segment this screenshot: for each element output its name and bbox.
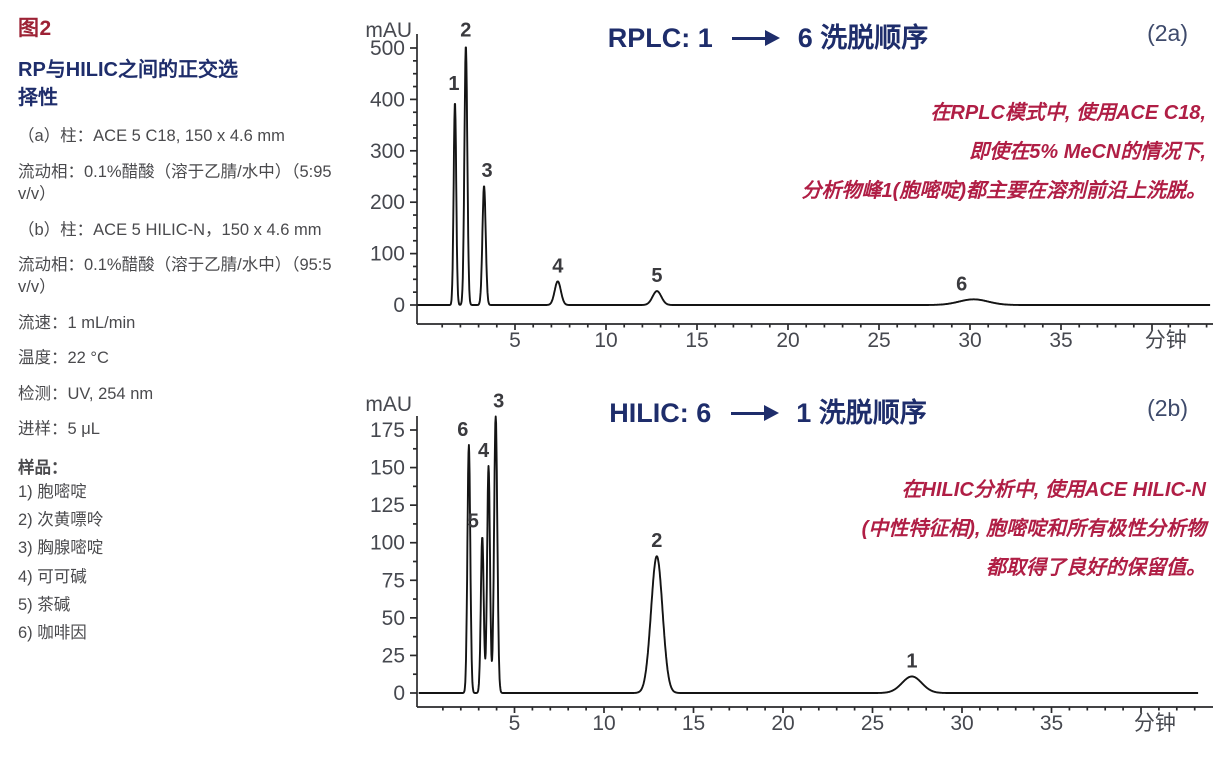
- peak-label: 3: [481, 160, 492, 182]
- annotation-rplc: 在RPLC模式中, 使用ACE C18, 即使在5% MeCN的情况下, 分析物峰1…: [802, 94, 1206, 211]
- y-axis-unit-label: mAU: [365, 19, 412, 42]
- chart-title-suffix: 1 洗脱顺序: [796, 398, 927, 428]
- chromatogram-trace: [417, 46, 1211, 306]
- y-tick-label: 100: [370, 532, 405, 555]
- peak-labels: 6 5 4 3 2 1: [457, 390, 917, 672]
- x-tick-label: 5: [509, 712, 521, 735]
- chart-title-suffix: 6 洗脱顺序: [797, 23, 929, 53]
- x-tick-label: 35: [1040, 712, 1063, 735]
- sample-item: 1) 胞嘧啶: [18, 482, 87, 501]
- figure-label: 图2: [18, 17, 52, 40]
- annotation-hilic: 在HILIC分析中, 使用ACE HILIC-N (中性特征相), 胞嘧啶和所有极…: [862, 471, 1206, 588]
- x-axis-unit-label: 分钟: [1134, 712, 1176, 735]
- chromatogram-plot-rplc: 0 100 200 300 400 500 5 10 15 20 25 30 35 mAU 分钟 1 2 3 4 5 6: [365, 19, 1213, 352]
- arrow-right-icon: [730, 396, 779, 427]
- y-tick-label: 200: [370, 191, 405, 214]
- y-tick-label: 0: [393, 294, 405, 317]
- peak-label: 5: [651, 265, 662, 287]
- panel-label-2a: (2a): [1147, 20, 1188, 46]
- x-tick-label: 30: [950, 712, 973, 735]
- chart-title-rplc: RPLC: 1 6 洗脱顺序: [360, 16, 1176, 58]
- y-tick-label: 50: [382, 607, 405, 630]
- sample-item: 5) 茶碱: [18, 596, 71, 615]
- arrow-right-icon: [732, 21, 781, 52]
- annotation-line: 在HILIC分析中, 使用ACE HILIC-N: [901, 479, 1206, 501]
- y-tick-label: 175: [370, 419, 405, 442]
- chart-title-prefix: RPLC: 1: [607, 23, 713, 53]
- condition-line: （b）柱：ACE 5 HILIC-N，150 x 4.6 mm: [18, 220, 322, 239]
- x-axis-unit-label: 分钟: [1145, 329, 1187, 352]
- x-tick-label: 30: [958, 329, 981, 352]
- peak-label: 1: [906, 650, 917, 672]
- sample-heading: 样品：: [18, 458, 68, 477]
- y-tick-label: 300: [370, 140, 405, 163]
- peak-label: 2: [460, 19, 471, 41]
- chart-title-hilic: HILIC: 6 1 洗脱顺序: [360, 391, 1176, 433]
- axes: [410, 416, 1213, 713]
- chromatogram-trace: [418, 415, 1199, 694]
- x-tick-label: 5: [509, 329, 521, 352]
- panel-label-2b: (2b): [1147, 395, 1188, 421]
- peak-label: 6: [956, 273, 967, 295]
- axes: [410, 34, 1213, 330]
- annotation-line: 都取得了良好的保留值。: [986, 557, 1206, 579]
- chromatogram-hilic: HILIC: 6 1 洗脱顺序 (2b) 在HILIC分析中, 使用ACE HI…: [360, 381, 1216, 759]
- annotation-line: 即使在5% MeCN的情况下,: [969, 141, 1206, 163]
- chart-title-prefix: HILIC: 6: [609, 398, 712, 428]
- x-tick-label: 15: [685, 329, 708, 352]
- y-tick-label: 500: [370, 37, 405, 60]
- chromatogram-plot-hilic: 0 25 50 75 100 125 150 175 5 10 15 20 25 30 35 mAU 分钟 6 5 4…: [365, 390, 1213, 735]
- sample-item: 2) 次黄嘌呤: [18, 510, 104, 529]
- y-tick-label: 75: [382, 569, 405, 592]
- y-tick-label: 150: [370, 457, 405, 480]
- y-axis-unit-label: mAU: [365, 393, 412, 416]
- peak-label: 2: [651, 530, 662, 552]
- annotation-line: (中性特征相), 胞嘧啶和所有极性分析物: [861, 518, 1206, 540]
- y-tick-label: 100: [370, 243, 405, 266]
- x-tick-label: 25: [861, 712, 884, 735]
- x-tick-label: 10: [592, 712, 615, 735]
- x-tick-label: 10: [594, 329, 617, 352]
- peak-label: 6: [457, 419, 468, 441]
- peak-label: 1: [448, 73, 459, 95]
- conditions-list: （a）柱：ACE 5 C18, 150 x 4.6 mm 流动相：0.1%醋酸（溶…: [18, 125, 352, 440]
- peak-label: 4: [478, 440, 490, 462]
- annotation-line: 在RPLC模式中, 使用ACE C18,: [930, 102, 1206, 124]
- sample-item: 3) 胸腺嘧啶: [18, 539, 104, 558]
- conditions-panel: 图2 RP与HILIC之间的正交选 择性 （a）柱：ACE 5 C18, 150…: [18, 12, 352, 648]
- y-tick-label: 400: [370, 88, 405, 111]
- sample-item: 6) 咖啡因: [18, 624, 87, 643]
- x-tick-label: 20: [771, 712, 794, 735]
- annotation-line: 分析物峰1(胞嘧啶)都主要在溶剂前沿上洗脱。: [801, 180, 1206, 202]
- sample-item: 4) 可可碱: [18, 567, 87, 586]
- figure-title: RP与HILIC之间的正交选 择性: [18, 57, 352, 112]
- peak-label: 3: [493, 390, 504, 412]
- x-tick-label: 20: [776, 329, 799, 352]
- peak-labels: 1 2 3 4 5 6: [448, 19, 967, 295]
- x-tick-label: 15: [682, 712, 705, 735]
- x-tick-label: 25: [867, 329, 890, 352]
- y-tick-label: 0: [393, 682, 405, 705]
- condition-line: 流速：1 mL/min: [18, 313, 136, 332]
- condition-line: 检测：UV, 254 nm: [18, 384, 154, 403]
- y-tick-label: 125: [370, 494, 405, 517]
- condition-line: 进样：5 μL: [18, 420, 100, 439]
- figure-title-line-1: RP与HILIC之间的正交选: [18, 59, 238, 81]
- sample-list: 1) 胞嘧啶 2) 次黄嘌呤 3) 胸腺嘧啶 4) 可可碱 5) 茶碱 6) 咖啡因: [18, 478, 352, 648]
- peak-label: 4: [552, 255, 564, 277]
- y-tick-label: 25: [382, 644, 405, 667]
- figure-title-line-2: 择性: [18, 86, 58, 109]
- x-tick-label: 35: [1049, 329, 1072, 352]
- condition-line: 温度：22 °C: [18, 349, 109, 368]
- chromatogram-rplc: RPLC: 1 6 洗脱顺序 (2a) 在RPLC模式中, 使用ACE C18,…: [360, 6, 1216, 376]
- condition-line: （a）柱：ACE 5 C18, 150 x 4.6 mm: [18, 127, 285, 146]
- peak-label: 5: [468, 511, 479, 533]
- condition-line: 流动相：0.1%醋酸（溶于乙腈/水中）（95:5 v/v）: [18, 255, 332, 297]
- condition-line: 流动相：0.1%醋酸（溶于乙腈/水中）（5:95 v/v）: [18, 162, 332, 204]
